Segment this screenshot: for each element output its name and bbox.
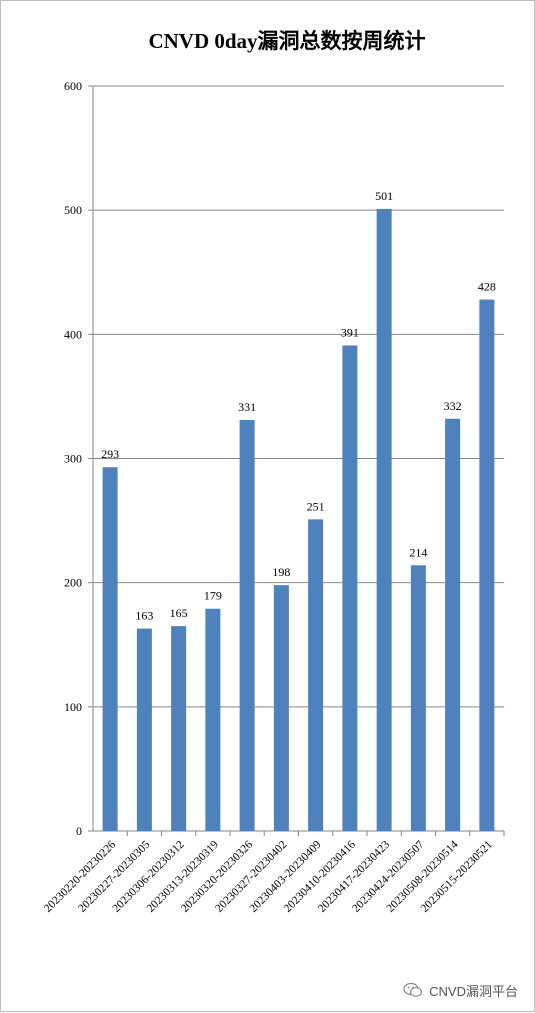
y-tick-label: 400 bbox=[64, 327, 82, 341]
bar bbox=[102, 467, 118, 831]
data-label: 163 bbox=[135, 609, 153, 623]
watermark-text: CNVD漏洞平台 bbox=[429, 983, 518, 999]
axes: 0 100 200 300 400 500 600 bbox=[64, 79, 505, 838]
bar bbox=[136, 628, 152, 831]
data-label: 198 bbox=[272, 565, 290, 579]
data-label: 391 bbox=[341, 326, 359, 340]
data-label: 293 bbox=[101, 447, 119, 461]
bar bbox=[479, 299, 495, 832]
bar bbox=[445, 418, 461, 831]
y-tick-label: 600 bbox=[64, 79, 82, 93]
data-labels: 293 163 165 179 331 198 251 391 501 214 332 428 bbox=[101, 189, 496, 623]
y-tick-label: 100 bbox=[64, 700, 82, 714]
data-label: 428 bbox=[478, 280, 496, 294]
bar bbox=[171, 626, 187, 831]
y-tick-label: 200 bbox=[64, 576, 82, 590]
chart-title: CNVD 0day漏洞总数按周统计 bbox=[148, 29, 425, 53]
bar bbox=[239, 420, 255, 831]
bar bbox=[410, 565, 426, 831]
data-label: 251 bbox=[307, 499, 325, 513]
data-label: 165 bbox=[170, 606, 188, 620]
data-label: 179 bbox=[204, 589, 222, 603]
bar bbox=[308, 519, 324, 831]
data-label: 331 bbox=[238, 400, 256, 414]
data-label: 501 bbox=[375, 189, 393, 203]
bar bbox=[342, 345, 358, 831]
watermark: CNVD漏洞平台 bbox=[403, 979, 518, 1001]
wechat-icon bbox=[403, 982, 423, 997]
x-axis-category-labels: 20230220-2023022620230227-20230305202303… bbox=[42, 838, 495, 914]
bar bbox=[205, 608, 221, 831]
data-label: 214 bbox=[409, 545, 427, 559]
bars bbox=[102, 208, 495, 832]
bar bbox=[376, 208, 392, 832]
y-tick-label: 300 bbox=[64, 452, 82, 466]
data-label: 332 bbox=[444, 399, 462, 413]
y-tick-label: 0 bbox=[76, 824, 82, 838]
bar bbox=[273, 585, 289, 831]
y-tick-label: 500 bbox=[64, 203, 82, 217]
gridlines bbox=[93, 85, 504, 708]
